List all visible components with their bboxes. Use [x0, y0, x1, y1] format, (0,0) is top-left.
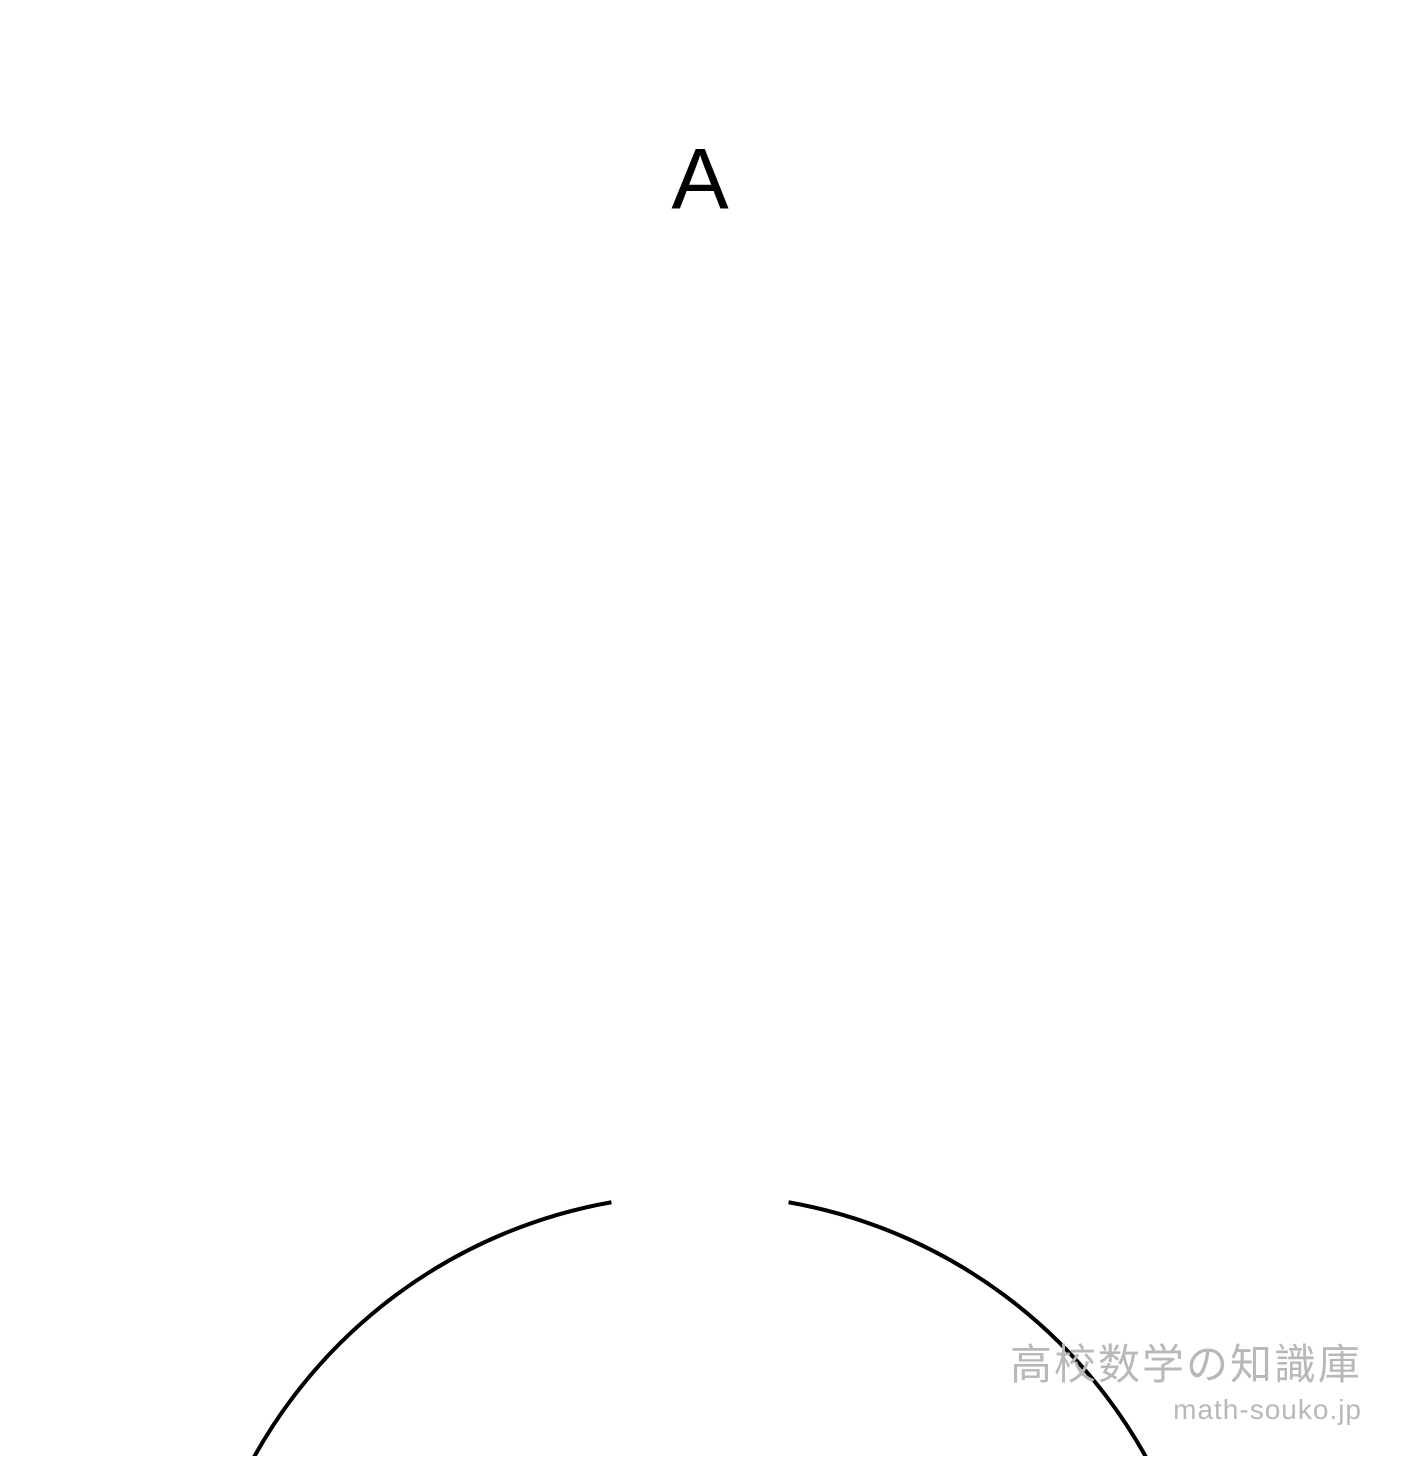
watermark: 高校数学の知識庫 math-souko.jp — [1010, 1331, 1362, 1426]
watermark-title: 高校数学の知識庫 — [1010, 1331, 1362, 1392]
diagram-container: A — [0, 0, 1412, 1456]
point-label-a: A — [671, 131, 728, 230]
watermark-url: math-souko.jp — [1010, 1394, 1362, 1426]
